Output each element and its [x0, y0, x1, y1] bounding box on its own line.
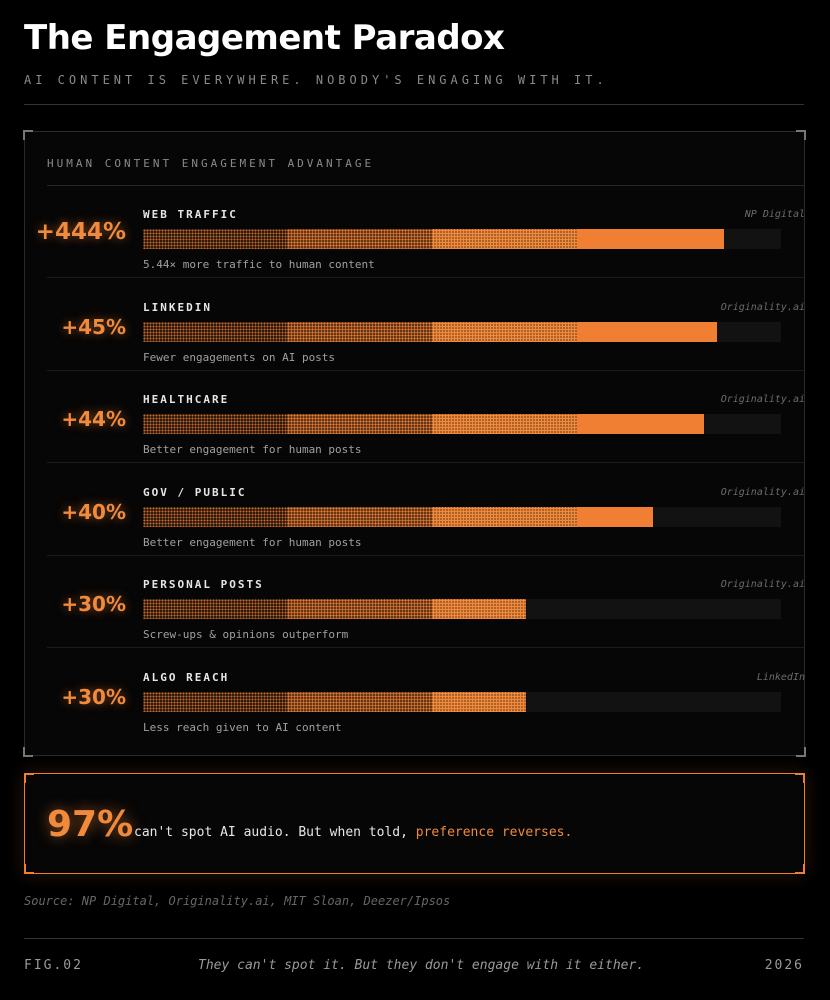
bar-description: Better engagement for human posts — [143, 535, 362, 549]
corner-bracket — [795, 864, 805, 874]
header-divider — [24, 104, 804, 105]
row-divider — [47, 369, 805, 371]
callout-box: 97% can't spot AI audio. But when told, … — [24, 773, 805, 874]
bar-segment — [577, 506, 653, 527]
chart-title-divider — [47, 185, 805, 186]
bar-source-label: Originality.ai — [720, 486, 805, 498]
bar-value-label: +44% — [61, 407, 126, 432]
bar-value-label: +30% — [61, 592, 126, 617]
bar — [143, 321, 717, 342]
bar-track — [143, 414, 781, 435]
bar-segment — [143, 599, 287, 620]
bar-segment — [577, 414, 704, 435]
chart-row: +444% WEB TRAFFIC NP Digital 5.44× more tra… — [24, 186, 805, 278]
bar-description: Fewer engagements on AI posts — [143, 350, 336, 364]
bar-track — [143, 692, 781, 712]
bar-segment — [143, 414, 287, 435]
bar — [143, 414, 704, 435]
bar-segment — [577, 229, 724, 249]
page-title: The Engagement Paradox — [24, 18, 505, 58]
corner-bracket — [24, 864, 34, 874]
bar-source-label: LinkedIn — [756, 672, 805, 683]
bar-category-label: PERSONAL POSTS — [143, 578, 264, 592]
footer-divider — [24, 938, 804, 939]
bar-segment — [287, 229, 432, 249]
bar-segment — [432, 321, 577, 342]
bar-category-label: GOV / PUBLIC — [143, 485, 247, 499]
callout-value: 97% — [47, 804, 134, 845]
callout-highlight: preference reverses. — [415, 825, 573, 840]
bar-segment — [432, 229, 577, 249]
bar-segment — [432, 414, 577, 435]
corner-bracket — [23, 747, 33, 757]
chart-row: +44% HEALTHCARE Originality.ai Better engag… — [24, 371, 805, 464]
corner-bracket — [795, 773, 805, 783]
row-divider — [47, 647, 805, 649]
callout-text: can't spot AI audio. But when told, pref… — [134, 825, 572, 840]
corner-bracket — [23, 130, 33, 140]
chart-row: +40% GOV / PUBLIC Originality.ai Better eng… — [24, 464, 805, 556]
bar-segment — [143, 321, 287, 342]
bar-value-label: +45% — [61, 314, 126, 339]
bar-category-label: LINKEDIN — [143, 300, 212, 314]
chart-row: +30% PERSONAL POSTS Originality.ai Screw-up… — [24, 556, 805, 649]
bar-value-label: +30% — [61, 685, 126, 709]
corner-bracket — [796, 130, 806, 140]
bar-segment — [577, 321, 717, 342]
chart-panel-frame — [24, 131, 805, 756]
corner-bracket — [796, 747, 806, 757]
bar-track — [143, 599, 781, 620]
bar — [143, 506, 653, 527]
chart-row: +30% ALGO REACH LinkedIn Less reach given t… — [24, 649, 805, 741]
footer-tagline: They can't spot it. But they don't engag… — [198, 958, 645, 973]
bar-track — [143, 321, 781, 342]
bar-segment — [287, 414, 432, 435]
bar-category-label: HEALTHCARE — [143, 393, 230, 407]
bar-segment — [143, 229, 287, 249]
bar — [143, 229, 724, 249]
bar-segment — [432, 692, 526, 712]
bar-source-label: NP Digital — [744, 209, 805, 220]
chart-row: +45% LINKEDIN Originality.ai Fewer engageme… — [24, 279, 805, 371]
bar-segment — [143, 506, 287, 527]
bar-track — [143, 229, 781, 249]
bar-segment — [287, 692, 432, 712]
bar-value-label: +40% — [61, 499, 126, 524]
bar-description: Better engagement for human posts — [143, 443, 362, 457]
callout-text-main: can't spot AI audio. But when told, — [134, 825, 416, 840]
figure-number: FIG.02 — [24, 958, 83, 973]
bar-track — [143, 506, 781, 527]
page-subtitle: AI CONTENT IS EVERYWHERE. NOBODY'S ENGAG… — [24, 73, 608, 87]
bar-category-label: ALGO REACH — [143, 671, 230, 684]
bar-segment — [287, 599, 432, 620]
row-divider — [47, 277, 805, 278]
bar-description: Less reach given to AI content — [143, 721, 342, 734]
bar — [143, 599, 526, 620]
bar-source-label: Originality.ai — [720, 579, 805, 591]
bar-segment — [143, 692, 287, 712]
bar-segment — [432, 599, 526, 620]
chart-title: HUMAN CONTENT ENGAGEMENT ADVANTAGE — [47, 157, 375, 170]
bar-value-label: +444% — [35, 219, 126, 245]
row-divider — [47, 554, 805, 556]
bar-segment — [287, 321, 432, 342]
bar — [143, 692, 526, 712]
bar-category-label: WEB TRAFFIC — [143, 208, 238, 221]
bar-source-label: Originality.ai — [720, 301, 805, 313]
bar-description: 5.44× more traffic to human content — [143, 258, 375, 271]
corner-bracket — [24, 773, 34, 783]
bar-source-label: Originality.ai — [720, 394, 805, 406]
bar-segment — [432, 506, 577, 527]
bar-description: Screw-ups & opinions outperform — [143, 628, 349, 642]
source-note: Source: NP Digital, Originality.ai, MIT … — [24, 894, 451, 908]
footer-year: 2026 — [764, 958, 804, 973]
chart-panel: HUMAN CONTENT ENGAGEMENT ADVANTAGE +444%… — [23, 130, 806, 757]
row-divider — [47, 462, 805, 464]
bar-segment — [287, 506, 432, 527]
